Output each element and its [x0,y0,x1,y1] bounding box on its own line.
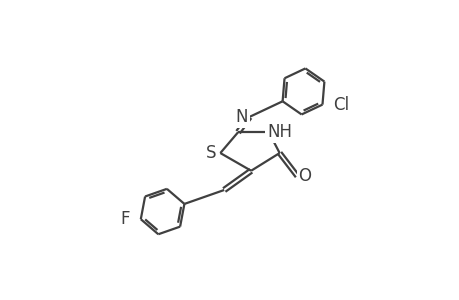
Text: F: F [120,210,130,228]
Text: Cl: Cl [332,96,349,114]
Text: O: O [298,167,311,185]
Text: S: S [206,144,216,162]
Text: N: N [235,108,247,126]
Text: NH: NH [267,123,291,141]
